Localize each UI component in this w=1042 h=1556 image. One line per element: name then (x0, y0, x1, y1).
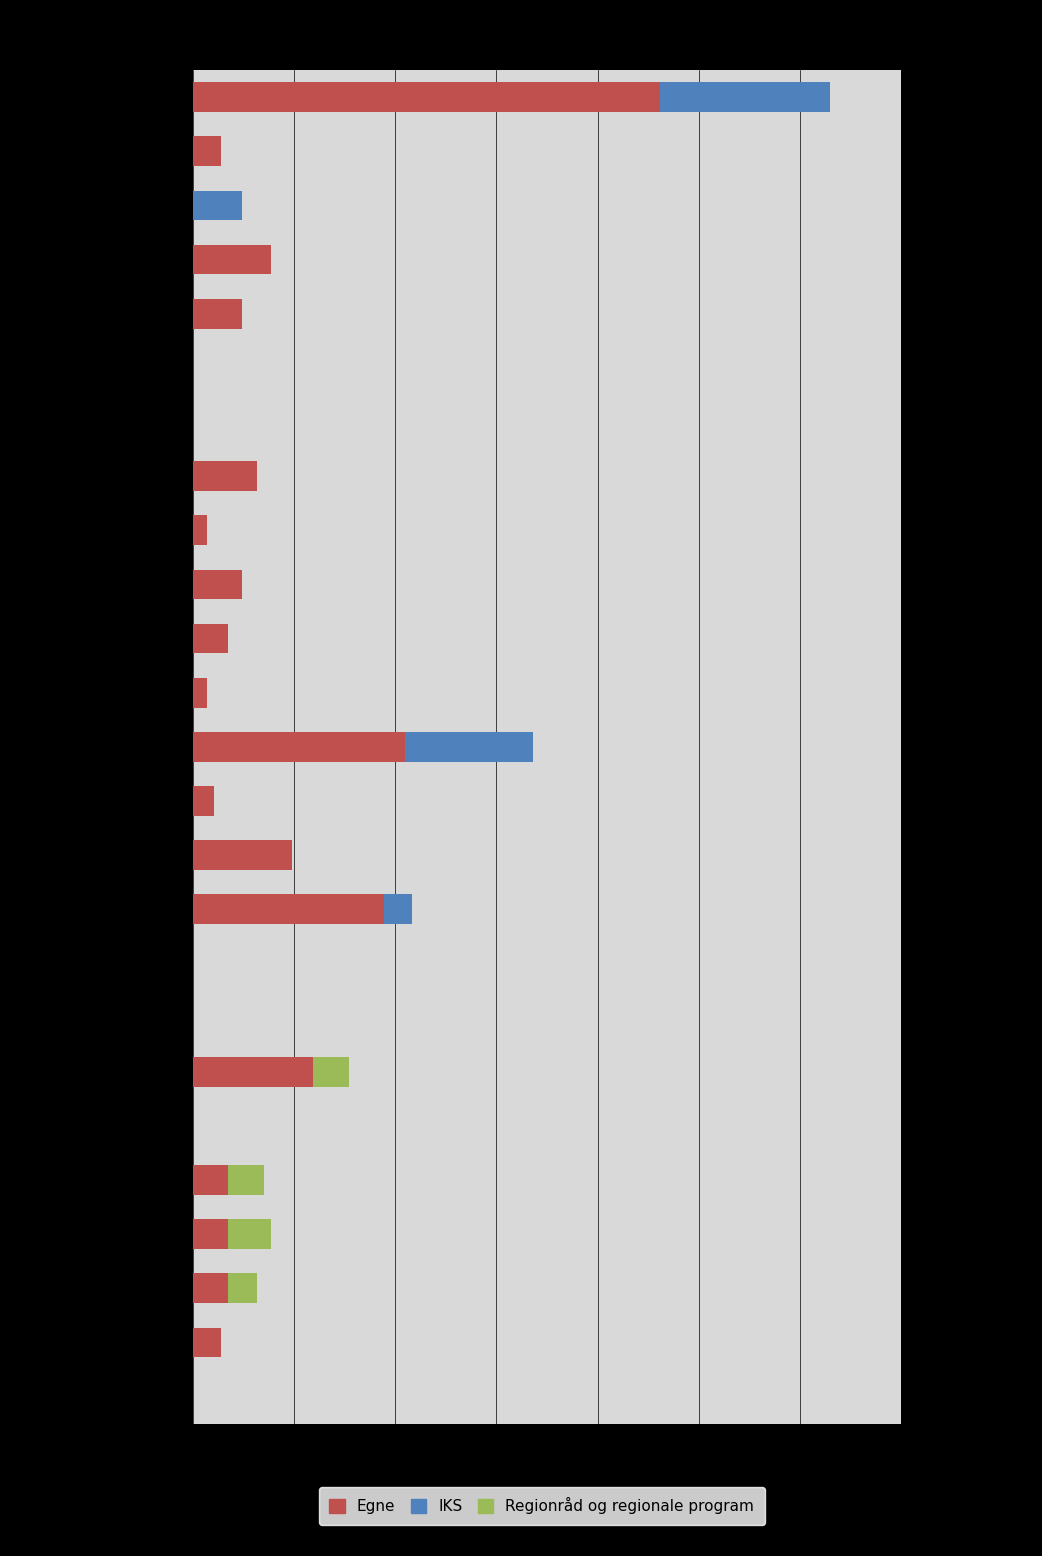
Bar (193, 678, 207, 708)
Legend: Egne, IKS, Regionråd og regionale program: Egne, IKS, Regionråd og regionale progra… (319, 1486, 765, 1525)
Bar (193, 895, 384, 924)
Bar (193, 1327, 221, 1357)
Bar (661, 82, 830, 112)
Bar (228, 1273, 256, 1304)
Bar (193, 515, 207, 545)
Bar (193, 1165, 228, 1195)
Bar (193, 786, 214, 815)
Bar (193, 840, 292, 870)
Bar (193, 244, 271, 274)
Bar (384, 895, 413, 924)
Bar (193, 731, 405, 762)
Bar (193, 569, 243, 599)
Bar (193, 1220, 228, 1249)
Bar (228, 1165, 264, 1195)
Bar (193, 299, 243, 328)
Bar (193, 190, 243, 221)
Bar (193, 82, 661, 112)
Bar (193, 461, 256, 492)
Bar (193, 1273, 228, 1304)
Bar (228, 1220, 271, 1249)
Bar (314, 1057, 349, 1086)
Bar (193, 137, 221, 166)
Bar (405, 731, 532, 762)
Bar (193, 624, 228, 654)
Bar (193, 1057, 314, 1086)
